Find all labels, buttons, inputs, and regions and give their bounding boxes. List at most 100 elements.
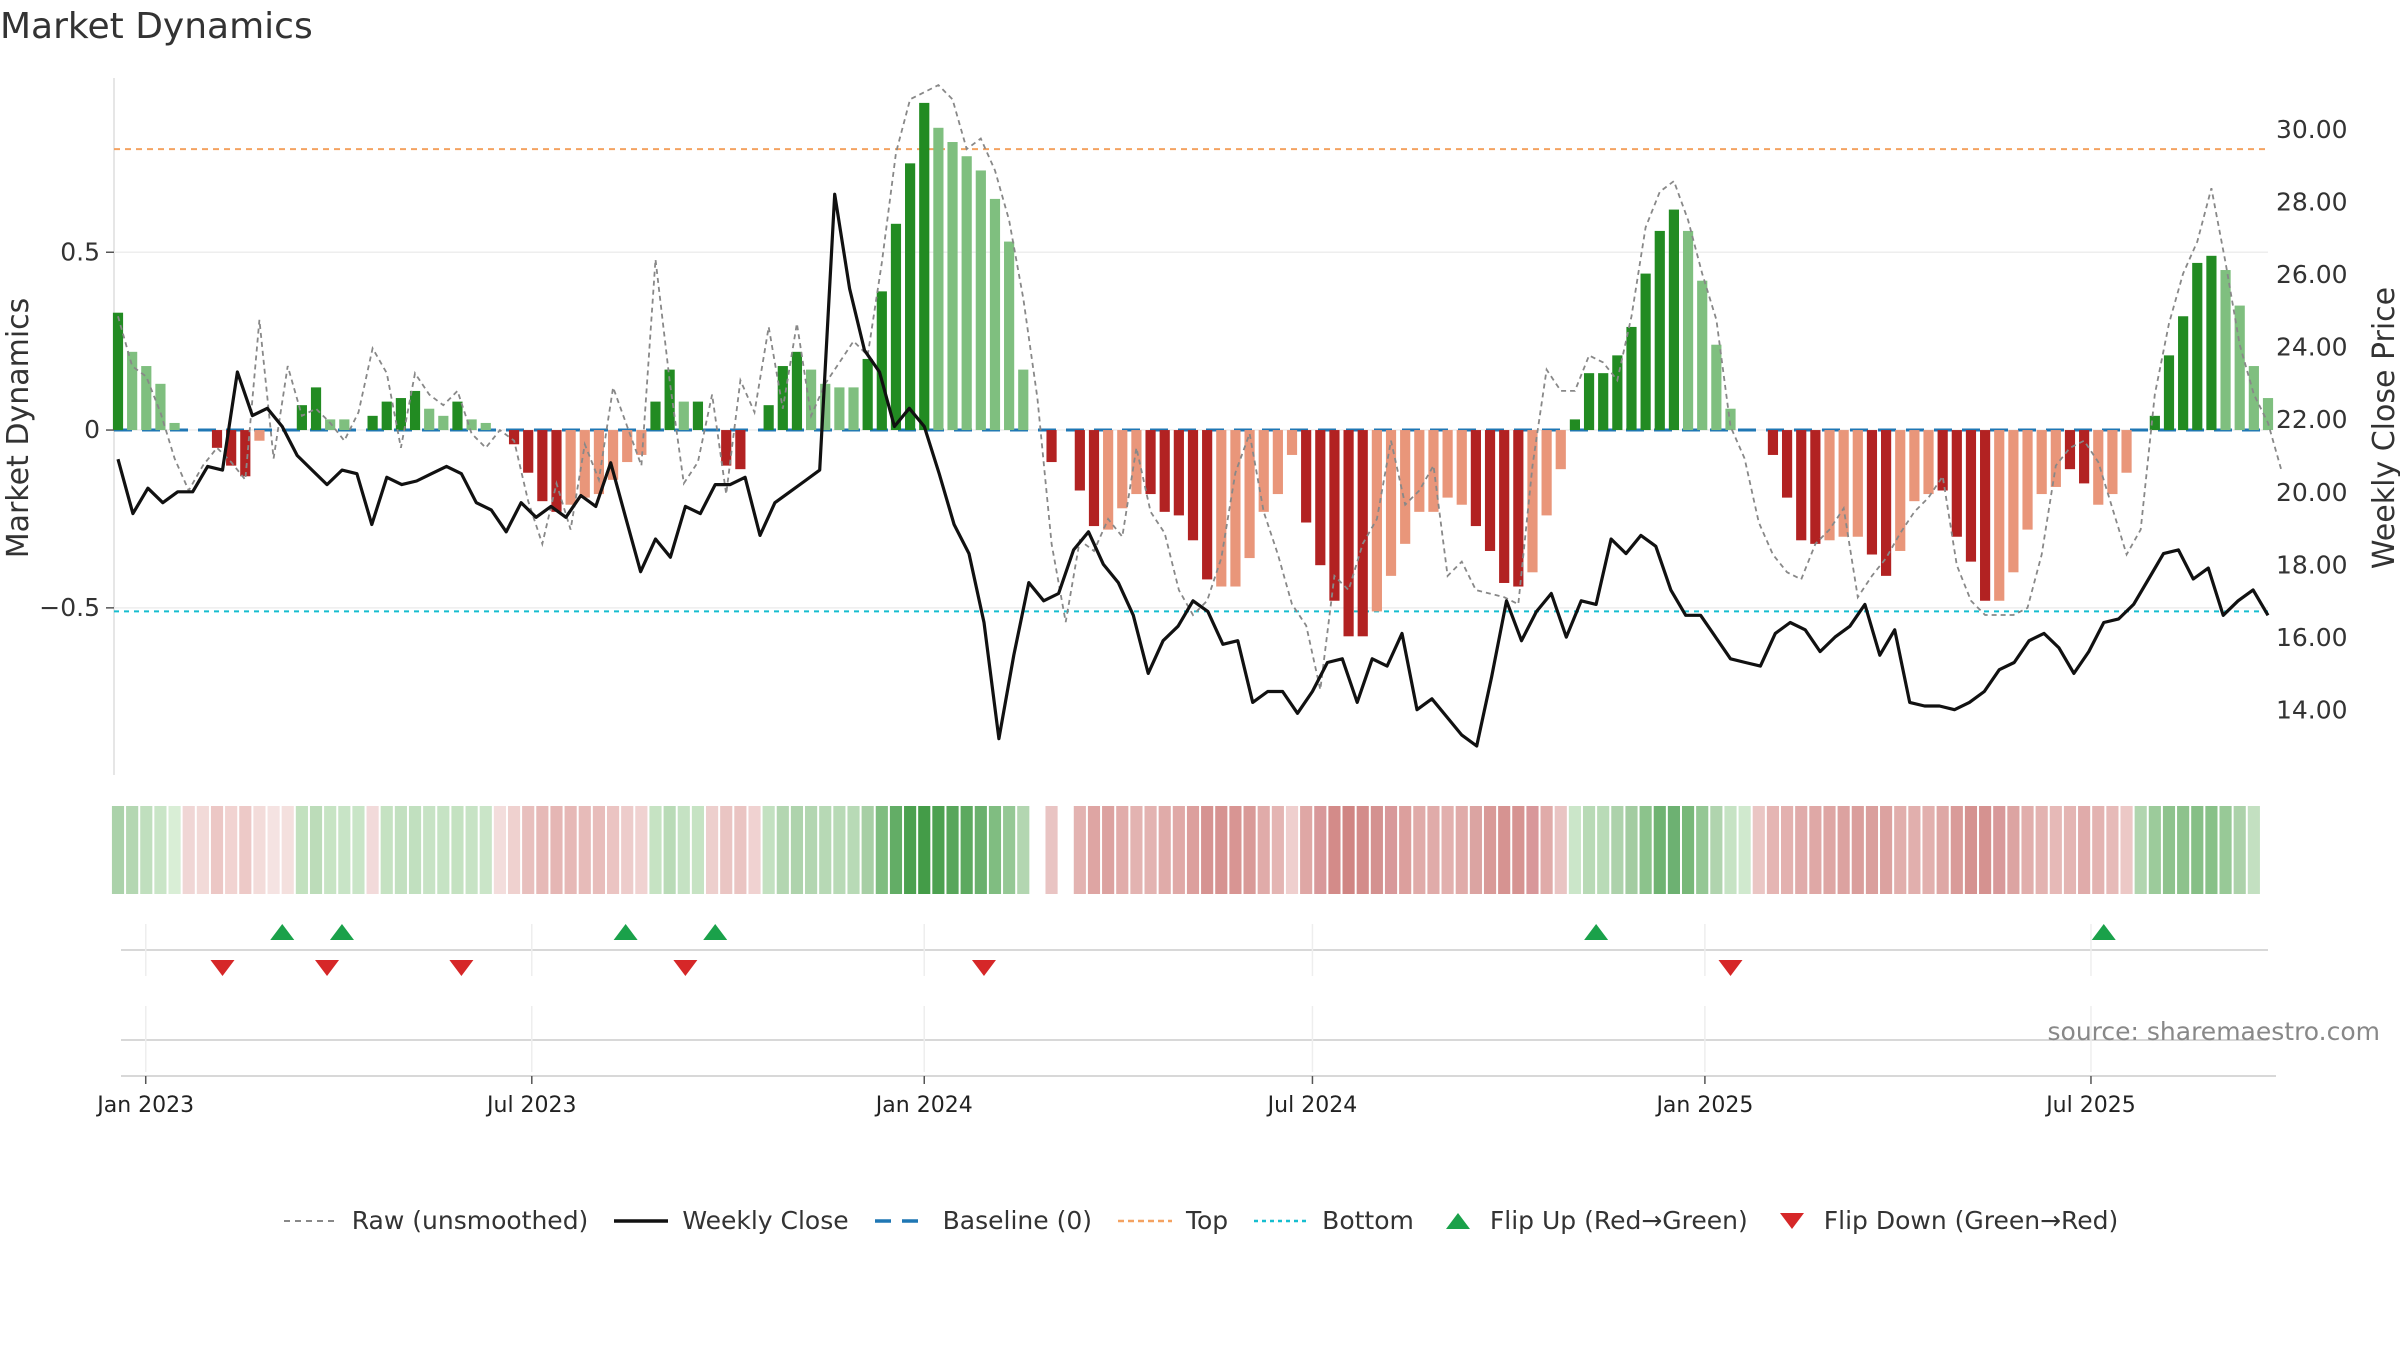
dynamics-bar — [2262, 398, 2274, 431]
strip-cell — [1087, 806, 1101, 894]
dynamics-bar — [1994, 430, 2005, 601]
strip-cell — [267, 806, 280, 894]
strip-cell — [790, 806, 804, 894]
dynamics-bar — [1202, 430, 1213, 580]
legend: Raw (unsmoothed) Weekly Close Baseline (… — [0, 1206, 2400, 1235]
dashed-orange-line-icon — [1117, 1219, 1172, 1222]
dynamics-bar — [523, 430, 534, 473]
strip-cell — [2177, 806, 2190, 894]
strip-cell — [168, 806, 181, 894]
strip-cell — [1144, 806, 1157, 894]
strip-cell — [2007, 806, 2020, 894]
left-tick-label: 0 — [84, 415, 100, 444]
strip-cell — [1597, 806, 1610, 894]
strip-cell — [988, 806, 1002, 894]
strip-cell — [1653, 806, 1666, 894]
strip-cell — [1158, 806, 1171, 894]
strip-cell — [2134, 806, 2147, 894]
strip-cell — [408, 806, 422, 894]
flip-down-marker — [1718, 960, 1743, 976]
strip-cell — [536, 806, 549, 894]
dynamics-bars — [112, 102, 2274, 637]
strip-cell — [663, 806, 676, 894]
dynamics-bar — [537, 430, 548, 502]
strip-cell — [324, 806, 337, 894]
dynamics-bar — [1866, 430, 1878, 555]
x-axis-ticks: Jan 2023 Jul 2023 Jan 2024 Jul 2024 Jan 2025… — [95, 1076, 2136, 1118]
legend-label-flip-up: Flip Up (Red→Green) — [1489, 1206, 1748, 1235]
dynamics-bar — [650, 401, 661, 431]
strip-cell — [1059, 806, 1072, 894]
strip-cell — [1399, 806, 1412, 894]
dynamics-bar — [1103, 430, 1114, 530]
strip-cell — [720, 806, 733, 894]
dynamics-bar — [2163, 355, 2175, 431]
strip-cell — [1979, 806, 1992, 894]
flip-up-marker — [2091, 924, 2116, 940]
dynamics-bar — [678, 401, 689, 431]
dynamics-bar — [1951, 430, 1962, 537]
strip-cell — [1328, 806, 1341, 894]
dynamics-bar — [607, 430, 619, 480]
dynamics-bar — [1145, 430, 1156, 495]
dynamics-bar — [777, 366, 788, 431]
strip-cell — [394, 806, 407, 894]
strip-cell — [564, 806, 577, 894]
strip-cell — [1186, 806, 1200, 894]
dynamics-bar — [424, 408, 435, 431]
dynamics-bar — [2248, 366, 2259, 431]
flip-down-marker — [315, 960, 340, 976]
strip-cell — [691, 806, 705, 894]
right-tick-label: 18.00 — [2276, 550, 2348, 579]
dynamics-bar — [1018, 369, 1029, 431]
dynamics-bar — [1187, 430, 1199, 541]
dynamics-bar — [1909, 430, 1920, 502]
right-tick-label: 30.00 — [2276, 115, 2348, 144]
dynamics-bar — [169, 422, 180, 431]
strip-cell — [1568, 806, 1581, 894]
strip-cell — [1823, 806, 1836, 894]
dynamics-bar — [1004, 241, 1015, 431]
strip-cell — [1003, 806, 1016, 894]
strip-cell — [1314, 806, 1327, 894]
dynamics-bar — [1923, 430, 1934, 495]
strip-cell — [1257, 806, 1270, 894]
dynamics-bar — [2149, 415, 2160, 431]
legend-label-bottom: Bottom — [1322, 1206, 1414, 1235]
legend-label-weekly-close: Weekly Close — [682, 1206, 849, 1235]
strip-cell — [592, 806, 605, 894]
strip-cell — [1229, 806, 1242, 894]
strip-cell — [1427, 806, 1440, 894]
strip-cell — [889, 806, 903, 894]
strip-cell — [918, 806, 931, 894]
dynamics-bar — [1824, 430, 1835, 541]
dynamics-bar — [1980, 430, 1991, 601]
strip-cell — [1639, 806, 1652, 894]
strip-cell — [1738, 806, 1751, 894]
dynamics-bar — [1895, 430, 1906, 551]
strip-cell — [338, 806, 351, 894]
strip-cell — [706, 806, 719, 894]
right-tick-label: 16.00 — [2276, 623, 2348, 652]
x-tick-label: Jul 2023 — [485, 1093, 577, 1118]
strip-cell — [2148, 806, 2161, 894]
strip-cell — [2120, 806, 2133, 894]
dynamics-bar — [395, 398, 406, 431]
strip-cell — [1243, 806, 1256, 894]
strip-cell — [1342, 806, 1355, 894]
dynamics-bar — [339, 419, 350, 431]
strip-cell — [1922, 806, 1935, 894]
dynamics-bar — [2079, 430, 2090, 484]
strip-cell — [295, 806, 308, 894]
strip-cell — [1766, 806, 1780, 894]
dynamics-bar — [381, 401, 392, 431]
raw-line — [117, 84, 2283, 690]
dynamics-bar — [1725, 408, 1736, 431]
strip-cell — [465, 806, 478, 894]
legend-item-flip-up: Flip Up (Red→Green) — [1438, 1206, 1748, 1235]
strip-cell — [649, 806, 662, 894]
strip-cell — [2021, 806, 2034, 894]
dynamics-bar — [579, 430, 590, 498]
dynamics-bar — [1385, 430, 1397, 576]
strip-cell — [974, 806, 987, 894]
